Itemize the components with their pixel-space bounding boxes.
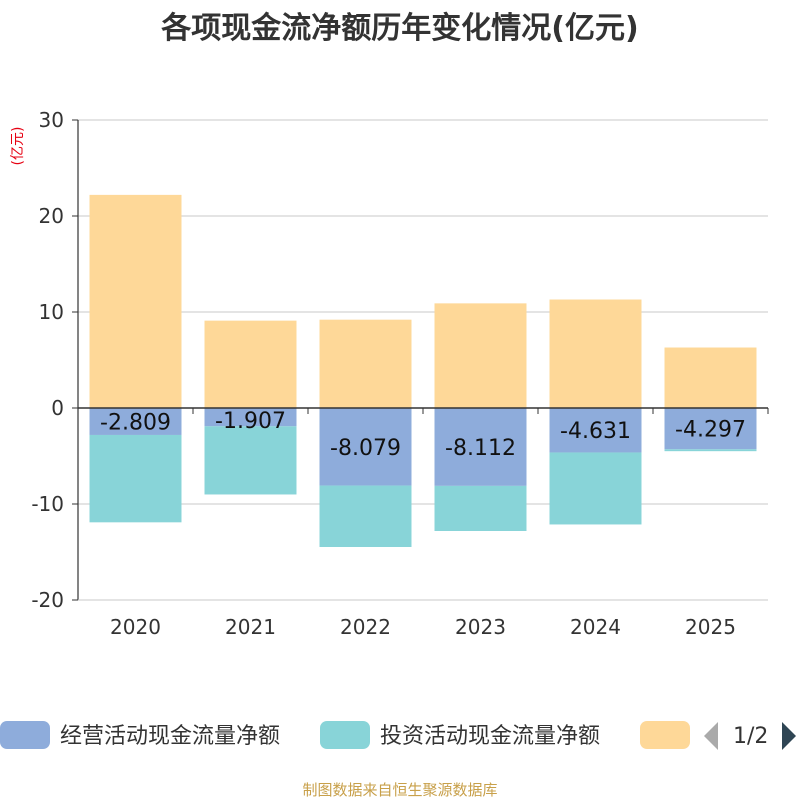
bar-2023-series-0	[434, 408, 527, 486]
bar-2020-series-1	[89, 434, 182, 523]
bar-2025-series-2	[664, 347, 757, 408]
bar-2021-series-0	[204, 408, 297, 427]
x-tick-label: 2023	[455, 615, 506, 639]
pager-next-icon	[782, 722, 796, 750]
bar-2022-series-1	[319, 485, 412, 547]
pager-label: 1/2	[733, 724, 768, 749]
source-note: 制图数据来自恒生聚源数据库	[302, 781, 497, 799]
bar-2025-series-0	[664, 408, 757, 450]
bar-2025-series-1	[664, 449, 757, 452]
bar-2021-series-1	[204, 426, 297, 495]
bar-2024-series-0	[549, 408, 642, 453]
data-label: -1.907	[215, 409, 286, 434]
y-tick-label: 0	[51, 396, 64, 420]
data-label: -2.809	[100, 410, 171, 435]
bar-2023-series-1	[434, 485, 527, 531]
x-tick-label: 2020	[110, 615, 161, 639]
data-label: -8.079	[330, 436, 401, 461]
data-label: -8.112	[445, 436, 516, 461]
legend-label-0: 经营活动现金流量净额	[60, 724, 280, 749]
x-tick-label: 2024	[570, 615, 621, 639]
y-axis-unit: (亿元)	[10, 127, 26, 166]
data-label: -4.297	[675, 418, 746, 443]
legend-swatch-1	[320, 721, 370, 749]
legend-swatch-0	[0, 721, 50, 749]
bar-2021-series-2	[204, 320, 297, 408]
legend: 经营活动现金流量净额 投资活动现金流量净额 1/2	[0, 721, 796, 750]
legend-swatch-2	[640, 721, 690, 749]
x-tick-label: 2021	[225, 615, 276, 639]
chart-title: 各项现金流净额历年变化情况(亿元)	[160, 11, 638, 46]
y-tick-label: 30	[39, 108, 64, 132]
bar-2023-series-2	[434, 303, 527, 408]
bar-2024-series-2	[549, 299, 642, 408]
axes: 30 20 10 0 -10 -20 2020 2021 2022 2023 2024 2025	[31, 108, 769, 639]
bar-2022-series-0	[319, 408, 412, 486]
y-tick-label: -10	[31, 492, 64, 516]
pager-prev-icon	[704, 722, 718, 750]
legend-label-1: 投资活动现金流量净额	[380, 724, 600, 749]
x-tick-label: 2025	[685, 615, 736, 639]
bars	[89, 194, 757, 547]
bar-2020-series-0	[89, 408, 182, 435]
x-tick-label: 2022	[340, 615, 391, 639]
bar-2024-series-1	[549, 452, 642, 525]
data-label: -4.631	[560, 419, 631, 444]
y-tick-label: -20	[31, 588, 64, 612]
data-labels: -2.809 -1.907 -8.079 -8.112 -4.631 -4.297	[100, 409, 746, 461]
y-tick-label: 20	[39, 204, 64, 228]
bar-2022-series-2	[319, 319, 412, 408]
bar-2020-series-2	[89, 194, 182, 408]
y-tick-label: 10	[39, 300, 64, 324]
